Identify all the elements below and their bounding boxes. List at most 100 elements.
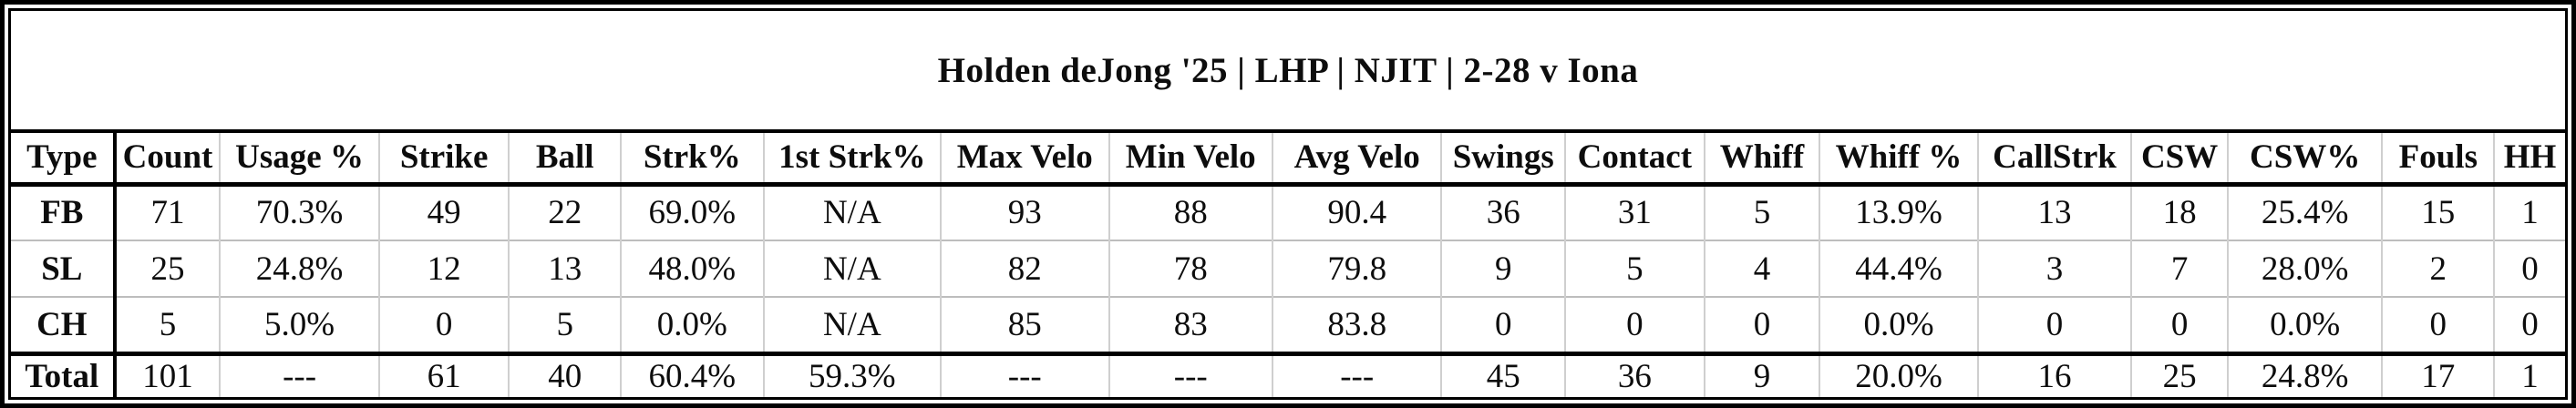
header-row: Type Count Usage % Strike Ball Strk% 1st Strk%… — [11, 131, 2565, 184]
data-cell-total-whiff: 9 — [1704, 353, 1821, 397]
data-cell-ch-count: 5 — [114, 297, 222, 353]
header-cell-csw: CSW — [2131, 131, 2229, 184]
title-row: Holden deJong '25 | LHP | NJIT | 2-28 v … — [11, 11, 2565, 129]
header-cell-cswpct: CSW% — [2227, 131, 2384, 184]
data-cell-fb-strkpct: 69.0% — [621, 184, 765, 240]
report-inner-border: Holden deJong '25 | LHP | NJIT | 2-28 v … — [8, 8, 2568, 400]
header-cell-count: Count — [114, 131, 222, 184]
data-cell-sl-swings: 9 — [1441, 240, 1567, 297]
header-cell-usage-pct: Usage % — [220, 131, 380, 184]
data-cell-sl-cswpct: 28.0% — [2227, 240, 2384, 297]
data-cell-total-hh: 1 — [2521, 357, 2539, 395]
header-cell-avg-velo: Avg Velo — [1272, 131, 1443, 184]
data-cell-fb-usage-pct: 70.3% — [220, 184, 380, 240]
data-cell-total-csw: 25 — [2131, 353, 2229, 397]
data-cell-sl-whiff-pct: 44.4% — [1819, 240, 1979, 297]
data-cell-sl-ball: 13 — [509, 240, 623, 297]
data-cell-sl-fouls: 2 — [2382, 240, 2496, 297]
data-cell-fb-hh: 1 — [2521, 194, 2539, 232]
header-cell-type: Type — [11, 131, 117, 184]
data-cell-ch-1st-strkpct: N/A — [763, 297, 943, 353]
data-cell-sl-strkpct: 48.0% — [621, 240, 765, 297]
data-cell-fb-swings: 36 — [1441, 184, 1567, 240]
data-cell-ch-csw: 0 — [2131, 297, 2229, 353]
data-cell-total-callstrk: 16 — [1977, 353, 2133, 397]
row-label-sl: SL — [11, 240, 117, 297]
data-cell-sl-csw: 7 — [2131, 240, 2229, 297]
data-cell-total-avg-velo: --- — [1272, 353, 1443, 397]
data-cell-ch-hh: 0 — [2521, 305, 2539, 343]
header-cell-fouls: Fouls — [2382, 131, 2496, 184]
row-label-fb: FB — [11, 184, 117, 240]
data-cell-sl-usage-pct: 24.8% — [220, 240, 380, 297]
data-cell-sl-min-velo: 78 — [1108, 240, 1273, 297]
data-cell-ch-ball: 5 — [509, 297, 623, 353]
data-cell-total-whiff-pct: 20.0% — [1819, 353, 1979, 397]
data-cell-sl-count: 25 — [114, 240, 222, 297]
row-label-ch: CH — [11, 297, 117, 353]
data-cell-fb-cswpct: 25.4% — [2227, 184, 2384, 240]
data-cell-total-ball: 40 — [509, 353, 623, 397]
data-cell-total-swings: 45 — [1441, 353, 1567, 397]
data-cell-fb-avg-velo: 90.4 — [1272, 184, 1443, 240]
header-cell-whiff: Whiff — [1704, 131, 1821, 184]
data-cell-sl-strike: 12 — [378, 240, 510, 297]
data-cell-ch-callstrk: 0 — [1977, 297, 2133, 353]
stats-table: Type Count Usage % Strike Ball Strk% 1st Strk%… — [11, 129, 2565, 397]
data-cell-fb-csw: 18 — [2131, 184, 2229, 240]
data-cell-total-min-velo: --- — [1108, 353, 1273, 397]
data-cell-fb-ball: 22 — [509, 184, 623, 240]
data-cell-fb-fouls: 15 — [2382, 184, 2496, 240]
table-row-sl: SL 25 24.8% 12 13 48.0% N/A 82 78 79.8 9 5 4 44.4% 3 7 2… — [11, 240, 2565, 297]
header-cell-strkpct: Strk% — [621, 131, 765, 184]
table-row-total: Total 101 --- 61 40 60.4% 59.3% --- --- --- 45 36 9 2… — [11, 353, 2565, 397]
data-cell-sl-hh: 0 — [2521, 250, 2539, 288]
data-cell-sl-callstrk: 3 — [1977, 240, 2133, 297]
data-cell-fb-contact: 31 — [1565, 184, 1705, 240]
data-cell-sl-contact: 5 — [1565, 240, 1705, 297]
data-cell-fb-callstrk: 13 — [1977, 184, 2133, 240]
data-cell-total-1st-strkpct: 59.3% — [763, 353, 943, 397]
data-cell-fb-min-velo: 88 — [1108, 184, 1273, 240]
data-cell-total-cswpct: 24.8% — [2227, 353, 2384, 397]
data-cell-sl-avg-velo: 79.8 — [1272, 240, 1443, 297]
data-cell-ch-whiff: 0 — [1704, 297, 1821, 353]
data-cell-fb-whiff: 5 — [1704, 184, 1821, 240]
header-cell-min-velo: Min Velo — [1108, 131, 1273, 184]
data-cell-total-strkpct: 60.4% — [621, 353, 765, 397]
data-cell-fb-strike: 49 — [378, 184, 510, 240]
data-cell-ch-cswpct: 0.0% — [2227, 297, 2384, 353]
data-cell-ch-strike: 0 — [378, 297, 510, 353]
data-cell-ch-max-velo: 85 — [941, 297, 1110, 353]
table-row-ch: CH 5 5.0% 0 5 0.0% N/A 85 83 83.8 0 0 0 0.0% 0 0 0.0% 0 0 — [11, 297, 2565, 353]
data-cell-total-count: 101 — [114, 353, 222, 397]
data-cell-ch-avg-velo: 83.8 — [1272, 297, 1443, 353]
data-cell-fb-count: 71 — [114, 184, 222, 240]
header-cell-1st-strkpct: 1st Strk% — [763, 131, 943, 184]
header-cell-ball: Ball — [509, 131, 623, 184]
header-cell-callstrk: CallStrk — [1977, 131, 2133, 184]
data-cell-sl-max-velo: 82 — [941, 240, 1110, 297]
header-cell-strike: Strike — [378, 131, 510, 184]
data-cell-ch-swings: 0 — [1441, 297, 1567, 353]
data-cell-total-contact: 36 — [1565, 353, 1705, 397]
table-body: FB 71 70.3% 49 22 69.0% N/A 93 88 90.4 36 31 5 13.9% 1… — [11, 184, 2565, 397]
data-cell-total-strike: 61 — [378, 353, 510, 397]
data-cell-sl-whiff: 4 — [1704, 240, 1821, 297]
data-cell-fb-whiff-pct: 13.9% — [1819, 184, 1979, 240]
data-cell-ch-contact: 0 — [1565, 297, 1705, 353]
data-cell-ch-fouls: 0 — [2382, 297, 2496, 353]
data-cell-ch-usage-pct: 5.0% — [220, 297, 380, 353]
data-cell-sl-1st-strkpct: N/A — [763, 240, 943, 297]
data-cell-total-fouls: 17 — [2382, 353, 2496, 397]
page-title: Holden deJong '25 | LHP | NJIT | 2-28 v … — [937, 50, 1639, 90]
data-cell-ch-strkpct: 0.0% — [621, 297, 765, 353]
table-row-fb: FB 71 70.3% 49 22 69.0% N/A 93 88 90.4 36 31 5 13.9% 1… — [11, 184, 2565, 240]
header-cell-max-velo: Max Velo — [941, 131, 1110, 184]
header-cell-hh: HH — [2503, 138, 2557, 177]
data-cell-fb-max-velo: 93 — [941, 184, 1110, 240]
row-label-total: Total — [11, 353, 117, 397]
header-cell-swings: Swings — [1441, 131, 1567, 184]
data-cell-ch-min-velo: 83 — [1108, 297, 1273, 353]
